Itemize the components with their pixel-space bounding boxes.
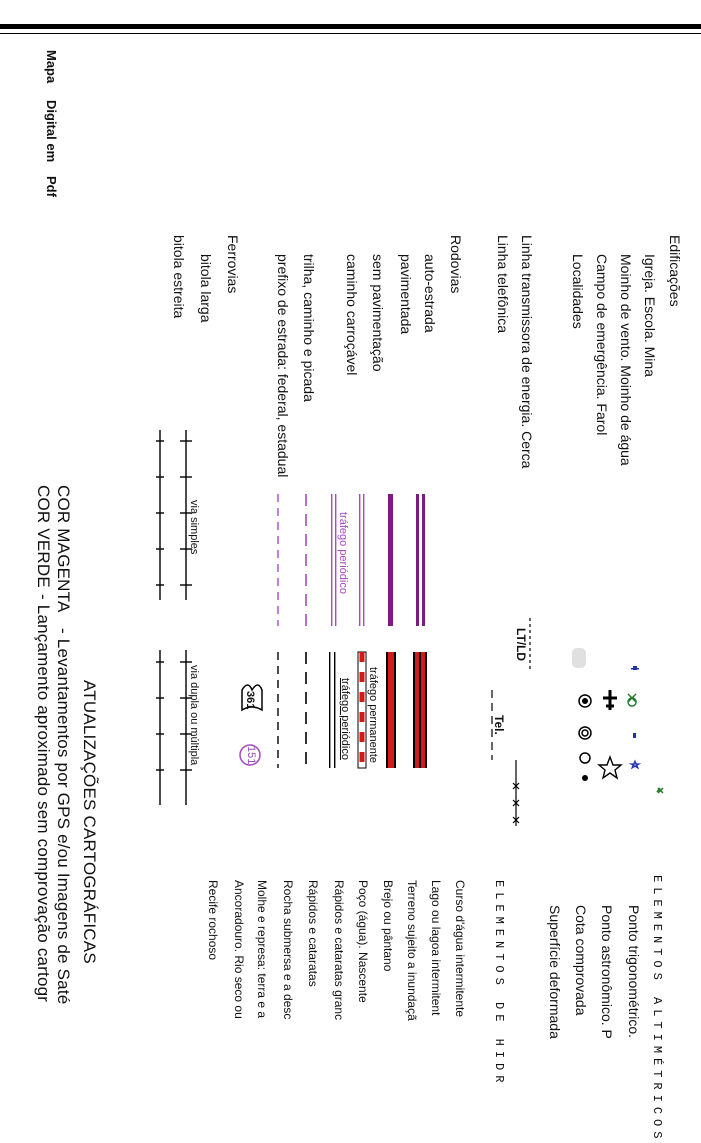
- estadual-shield-icon: [239, 744, 261, 766]
- altimetricos-title: ELEMENTOS ALTIMÉTRICOS: [650, 875, 664, 1143]
- hidrografia-title: ELEMENTOS DE HIDR: [492, 880, 506, 1088]
- hidrografia-item-6: Rápidos e cataratas: [306, 880, 320, 987]
- top-rule-thin: [0, 33, 701, 34]
- trafego-periodico-magenta: tráfego periódico: [337, 512, 349, 594]
- cor-verde-label: COR VERDE: [34, 485, 53, 588]
- cor-magenta-label: COR MAGENTA: [54, 485, 73, 613]
- hidrografia-item-10: Recife rochoso: [206, 880, 220, 961]
- lt-ld-label: LT/LD: [514, 628, 528, 662]
- atualizacoes-title: ATUALIZAÇÕES CARTOGRÁFICAS: [80, 680, 99, 964]
- road-symbols-red: [277, 651, 427, 769]
- localidades-symbols: [572, 648, 592, 781]
- hidrografia-item-7: Rocha submersa e a desc: [281, 880, 295, 1020]
- railway-double-symbols: [156, 650, 192, 805]
- altimetricos-item-1: Ponto astronômico. P: [599, 905, 615, 1039]
- federal-shield-number: 361: [244, 691, 256, 710]
- via-simples-label: via simples: [188, 500, 200, 555]
- church-school-mine-symbols: [631, 666, 664, 794]
- altimetricos-item-0: Ponto trigonométrico.: [626, 905, 642, 1039]
- cor-verde-text: - Lançamento aproximado sem comprovação …: [34, 594, 53, 1003]
- emergency-lighthouse-symbols: [597, 690, 623, 780]
- hidrografia-item-5: Rápidos e cataratas granc: [332, 880, 346, 1021]
- altimetricos-item-3: Superfície deformada: [547, 905, 563, 1039]
- trafego-periodico-black: tráfego periódico: [339, 678, 351, 760]
- windmill-symbols: [627, 693, 642, 770]
- top-rule: [0, 24, 701, 29]
- road-symbols-magenta: [277, 494, 425, 626]
- transmission-line-symbol: [512, 618, 531, 826]
- cor-magenta-text: - Levantamentos por GPS e/ou Imagens de …: [54, 628, 73, 1005]
- tel-label: Tel.: [492, 715, 506, 735]
- hidrografia-item-2: Terreno sujeito a inundaçã: [405, 880, 419, 1021]
- hidrografia-item-1: Lago ou lagoa intermitent: [429, 880, 443, 1016]
- via-dupla-label: via dupla ou múltipla: [188, 665, 200, 766]
- altimetricos-item-2: Cota comprovada: [573, 905, 589, 1016]
- hidrografia-item-8: Molhe e represa: terra e a: [255, 880, 269, 1019]
- hidrografia-item-4: Poço (água). Nascente: [356, 880, 370, 1003]
- hidrografia-item-9: Ancoradouro. Rio seco ou: [232, 880, 246, 1019]
- trafego-permanente-label: tráfego permanente: [367, 667, 379, 764]
- hidrografia-item-3: Brejo ou pântano: [381, 880, 395, 972]
- estadual-shield-number: 151: [245, 746, 257, 765]
- hidrografia-item-0: Curso d'água intermitente: [453, 880, 467, 1018]
- railway-simple-symbols: [156, 430, 192, 600]
- federal-shield-icon: [241, 684, 263, 712]
